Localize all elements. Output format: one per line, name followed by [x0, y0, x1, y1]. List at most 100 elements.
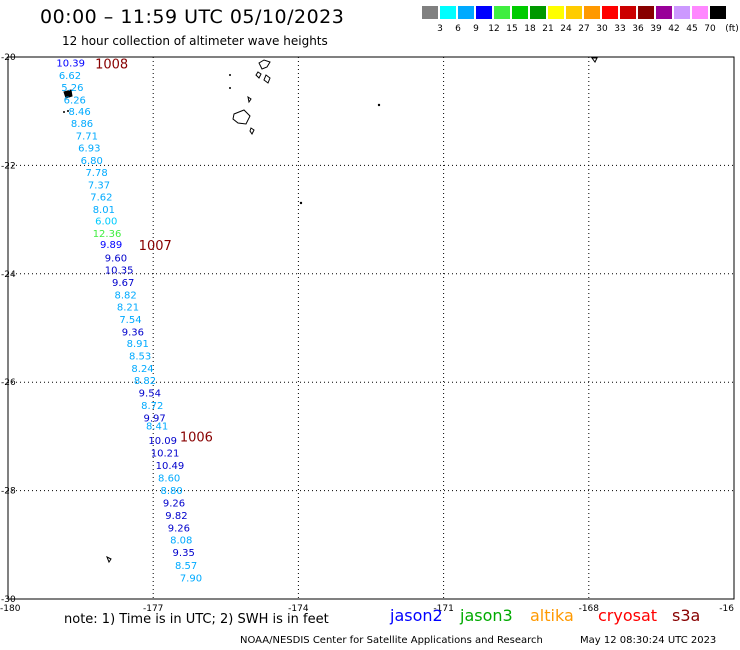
longitude-label: -171	[433, 604, 453, 614]
wave-height-value: 9.36	[122, 327, 144, 338]
island-dot	[377, 103, 381, 107]
legend-swatch	[584, 6, 600, 19]
legend-label: 33	[614, 24, 626, 34]
wave-height-value: 9.82	[165, 511, 187, 522]
wave-height-value: 8.86	[71, 119, 93, 130]
legend-swatch	[620, 6, 636, 19]
island-outline	[247, 95, 252, 104]
island-dot	[229, 74, 231, 76]
wave-height-value: 9.54	[139, 388, 161, 399]
legend-swatch	[692, 6, 708, 19]
map-title: 00:00 – 11:59 UTC 05/10/2023	[40, 6, 345, 28]
graticule-grid	[8, 57, 734, 599]
wave-height-value: 10.09	[148, 436, 177, 447]
legend-label: 45	[686, 24, 698, 34]
wave-height-value: 12.36	[93, 229, 122, 240]
island-outline	[232, 109, 251, 125]
wave-height-value: 7.54	[119, 315, 141, 326]
legend-swatch	[422, 6, 438, 19]
wave-height-value: 9.35	[173, 548, 195, 559]
pressure-label: 1008	[95, 57, 128, 72]
legend-swatch	[494, 6, 510, 19]
island-outline	[258, 59, 271, 70]
legend-label: 12	[488, 24, 500, 34]
legend-swatch	[602, 6, 618, 19]
wave-height-labels: 10.39 6.625.266.268.468.86 7.716.936.807.7…	[56, 58, 202, 584]
legend-label: 24	[560, 24, 572, 34]
wave-height-value: 8.21	[117, 302, 139, 313]
wave-height-value: 10.21	[151, 449, 180, 460]
wave-height-value: 6.00	[95, 217, 117, 228]
island-outlines	[63, 57, 598, 564]
wave-height-value: 8.60	[158, 474, 180, 485]
wave-height-value: 9.26	[163, 499, 185, 510]
wave-height-value: 9.89	[100, 240, 122, 251]
satellite-name: altika	[530, 606, 574, 625]
legend-label: 9	[473, 24, 479, 34]
latitude-label: -24	[1, 270, 16, 280]
wave-height-value: 9.97	[144, 413, 166, 424]
longitude-label: -177	[143, 604, 163, 614]
wave-height-value: 10.39	[56, 58, 85, 69]
satellite-name: s3a	[672, 606, 701, 625]
legend-unit-label: (ft)	[725, 24, 739, 34]
legend-label: 30	[596, 24, 608, 34]
latitude-label: -28	[1, 487, 16, 497]
wave-height-value: 9.67	[112, 278, 134, 289]
longitude-label: -174	[288, 604, 309, 614]
legend-swatch	[656, 6, 672, 19]
satellite-name: jason3	[460, 606, 513, 625]
latitude-label: -20	[1, 53, 16, 63]
legend-label: 39	[650, 24, 662, 34]
wave-height-value: 7.90	[180, 573, 202, 584]
island-dot	[67, 110, 69, 112]
wave-height-value: 6.62	[59, 71, 81, 82]
legend-label: 70	[704, 24, 716, 34]
island-outline	[249, 127, 255, 135]
generated-timestamp: May 12 08:30:24 UTC 2023	[580, 635, 717, 646]
wave-height-value: 6.93	[78, 144, 100, 155]
latitude-label: -22	[1, 161, 16, 171]
legend-swatch	[674, 6, 690, 19]
legend-swatch	[548, 6, 564, 19]
longitude-label: -180	[0, 604, 21, 614]
legend-swatch	[638, 6, 654, 19]
map-subtitle: 12 hour collection of altimeter wave hei…	[62, 34, 328, 48]
wave-height-value: 7.37	[88, 180, 110, 191]
wave-height-value: 5.26	[61, 83, 83, 94]
satellite-name: jason2	[390, 606, 443, 625]
wave-height-value: 6.80	[81, 156, 103, 167]
wave-height-value: 9.60	[105, 254, 127, 265]
wave-height-value: 6.26	[64, 95, 86, 106]
legend-swatch	[530, 6, 546, 19]
wave-height-value: 8.82	[114, 290, 136, 301]
island-dot	[229, 87, 231, 89]
wave-height-value: 8.91	[127, 339, 149, 350]
latitude-label: -26	[1, 378, 16, 388]
wave-height-value: 10.49	[156, 461, 185, 472]
longitude-label: -16	[719, 604, 734, 614]
island-dot	[299, 201, 303, 205]
island-outline	[63, 89, 73, 99]
island-outline	[263, 74, 271, 84]
wave-height-value: 8.01	[93, 205, 115, 216]
wave-height-value: 8.53	[129, 352, 151, 363]
wave-height-value: 8.46	[69, 107, 91, 118]
axis-labels: -180 -177 -174 -171 -168 -16 -20 -22 -24 -26 -28 -3…	[0, 53, 734, 614]
wave-height-value: 10.35	[105, 265, 134, 276]
wave-height-value: 8.72	[141, 401, 163, 412]
island-outline	[106, 555, 112, 564]
legend-swatch	[458, 6, 474, 19]
wave-height-value: 8.82	[134, 376, 156, 387]
pressure-labels: 1008 1007 1006	[95, 57, 213, 445]
legend-swatch	[512, 6, 528, 19]
wave-height-value: 8.80	[160, 486, 182, 497]
credit-line: NOAA/NESDIS Center for Satellite Applica…	[240, 635, 543, 646]
wave-height-value: 8.41	[146, 422, 168, 433]
wave-height-value: 7.78	[85, 168, 107, 179]
latitude-label: -30	[1, 595, 16, 605]
legend-label: 15	[506, 24, 518, 34]
legend-swatch	[476, 6, 492, 19]
wave-height-value: 8.57	[175, 561, 197, 572]
